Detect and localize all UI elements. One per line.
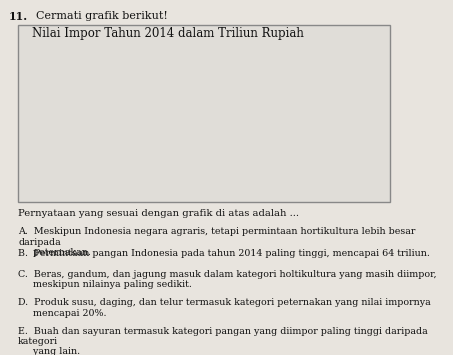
Bar [94, 48, 134, 185]
Text: E.  Buah dan sayuran termasuk kategori pangan yang diimpor paling tinggi daripad: E. Buah dan sayuran termasuk kategori pa… [18, 327, 428, 355]
Bar [193, 157, 233, 185]
Text: B.  Permintaan pangan Indonesia pada tahun 2014 paling tinggi, mencapai 64 trili: B. Permintaan pangan Indonesia pada tahu… [18, 248, 430, 257]
Text: Nilai Impor Tahun 2014 dalam Triliun Rupiah: Nilai Impor Tahun 2014 dalam Triliun Rup… [32, 27, 304, 40]
Text: Pernyataan yang sesuai dengan grafik di atas adalah ...: Pernyataan yang sesuai dengan grafik di … [18, 209, 299, 218]
Text: D.  Produk susu, daging, dan telur termasuk kategori peternakan yang nilai impor: D. Produk susu, daging, dan telur termas… [18, 298, 431, 318]
Text: Cermati grafik berikut!: Cermati grafik berikut! [36, 11, 168, 21]
Text: 11.: 11. [9, 11, 28, 22]
Text: C.  Beras, gandum, dan jagung masuk dalam kategori holtikultura yang masih diimp: C. Beras, gandum, dan jagung masuk dalam… [18, 270, 437, 289]
Text: A.  Meskipun Indonesia negara agraris, tetapi permintaan hortikultura lebih besa: A. Meskipun Indonesia negara agraris, te… [18, 227, 415, 257]
Bar [292, 140, 332, 185]
